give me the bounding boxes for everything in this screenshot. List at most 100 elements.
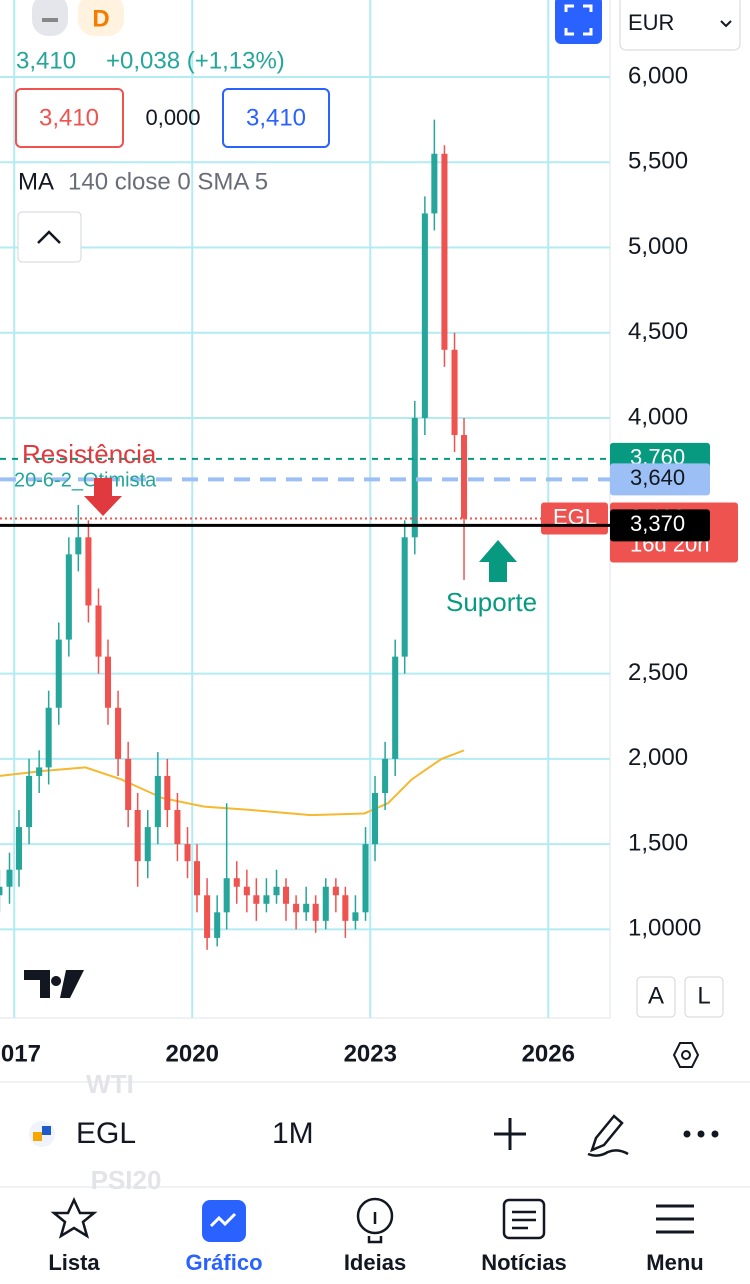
candle-body [95,605,102,657]
buy-button[interactable] [222,88,330,148]
candle-body [303,903,310,913]
ask: 3,410 [246,104,306,131]
price-tag-label: 3,370 [630,511,685,536]
annotation: Suporte [446,587,537,617]
y-tick-label: 1,500 [628,829,688,856]
nav-icon[interactable] [656,1204,694,1234]
candle-body [332,886,339,896]
x-tick-label: 2020 [166,1040,219,1067]
y-tick-label: 1,0000 [628,915,701,942]
candle-body [0,886,3,896]
candle-body [392,656,399,759]
x-tick-label: 2023 [344,1040,397,1067]
interval-text: D [92,5,109,32]
annotation: Resistência [22,439,157,469]
candle-body [223,878,230,913]
nav-icon[interactable] [356,1197,394,1235]
bulb-glyph [367,1212,383,1244]
candle-body [115,707,122,759]
candle-body [134,810,141,862]
scale-button[interactable] [636,976,676,1018]
arrow-up [479,540,517,582]
chart-glyph [209,1212,237,1228]
symbol[interactable]: EGL [76,1117,136,1150]
quote: 3,410 [16,47,76,74]
bid: 3,410 [39,104,99,131]
scale-button-label: A [648,982,664,1009]
candle-body [204,895,211,938]
chevron-up [37,230,61,244]
candle-body [273,886,280,896]
add-button[interactable] [494,1118,526,1150]
candle-body [342,895,349,921]
nav-label[interactable]: Gráfico [185,1250,262,1275]
candle-body [322,886,329,921]
logo-part [33,1132,42,1141]
y-tick-label: 5,000 [628,233,688,260]
interval[interactable]: 1M [272,1117,314,1150]
fullscreen-icon [564,4,593,36]
price-tag [610,463,710,496]
moving-average [0,749,465,817]
candle-body [6,869,13,887]
currency: EUR [628,10,674,35]
nav-icon[interactable] [502,1198,546,1240]
price-tag-label: 3,640 [630,465,685,490]
candle-body [401,537,408,657]
candle-body [15,827,23,870]
nav-icon[interactable] [50,1197,98,1239]
currency-select[interactable] [619,0,741,51]
candle-body [144,827,151,862]
candle-body [125,758,132,811]
y-tick-label: 4,000 [628,403,688,430]
more-button[interactable] [683,1130,719,1138]
nav-label[interactable]: Menu [646,1250,703,1275]
candle-body [75,537,82,555]
collapse-legend[interactable] [17,211,82,263]
interval-badge[interactable] [78,0,124,36]
annotation: 20-6-2_Otimista [14,469,157,491]
candle-body [214,912,221,938]
draw-button[interactable] [587,1114,629,1157]
logo-part [42,1126,51,1135]
arrow-down [84,478,122,516]
candle-body [352,912,359,921]
fullscreen-button[interactable] [555,0,602,44]
y-tick-label: 4,500 [628,318,688,345]
candle-body [164,775,171,811]
minus-icon [42,18,58,22]
indicator-params: 140 close 0 SMA 5 [68,168,268,195]
candle-body [263,895,270,904]
tv-logo [24,970,84,998]
candle-body [193,861,201,896]
nav-label[interactable]: Ideias [344,1250,406,1275]
settings-dot [681,1050,691,1060]
change: +0,038 (+1,13%) [106,47,285,74]
sell-button[interactable] [15,88,124,148]
spread: 0,000 [145,105,200,130]
faded-symbol: PSI20 [91,1165,162,1195]
candle-body [55,639,62,708]
y-tick-label: 6,000 [628,62,688,89]
candle-body [36,767,43,776]
nav-label[interactable]: Lista [48,1250,100,1275]
candle-body [451,349,458,436]
scale-button-label: L [697,982,710,1009]
collapse-pill[interactable] [32,0,68,36]
settings-icon[interactable] [672,1042,700,1068]
news-glyph [512,1210,536,1230]
candle-body [282,886,290,904]
candle-body [411,417,418,538]
candle-body [104,656,112,708]
candle-body [184,844,191,862]
scale-button[interactable] [684,976,724,1018]
candle-body [421,213,428,418]
nav-label[interactable]: Notícias [481,1250,567,1275]
indicator-name: MA [18,168,54,195]
candle-body [431,153,438,214]
candle-body [362,844,369,913]
x-tick-label: 2017 [0,1040,41,1067]
candle-body [243,886,250,896]
faded-symbol: WTI [86,1069,134,1099]
